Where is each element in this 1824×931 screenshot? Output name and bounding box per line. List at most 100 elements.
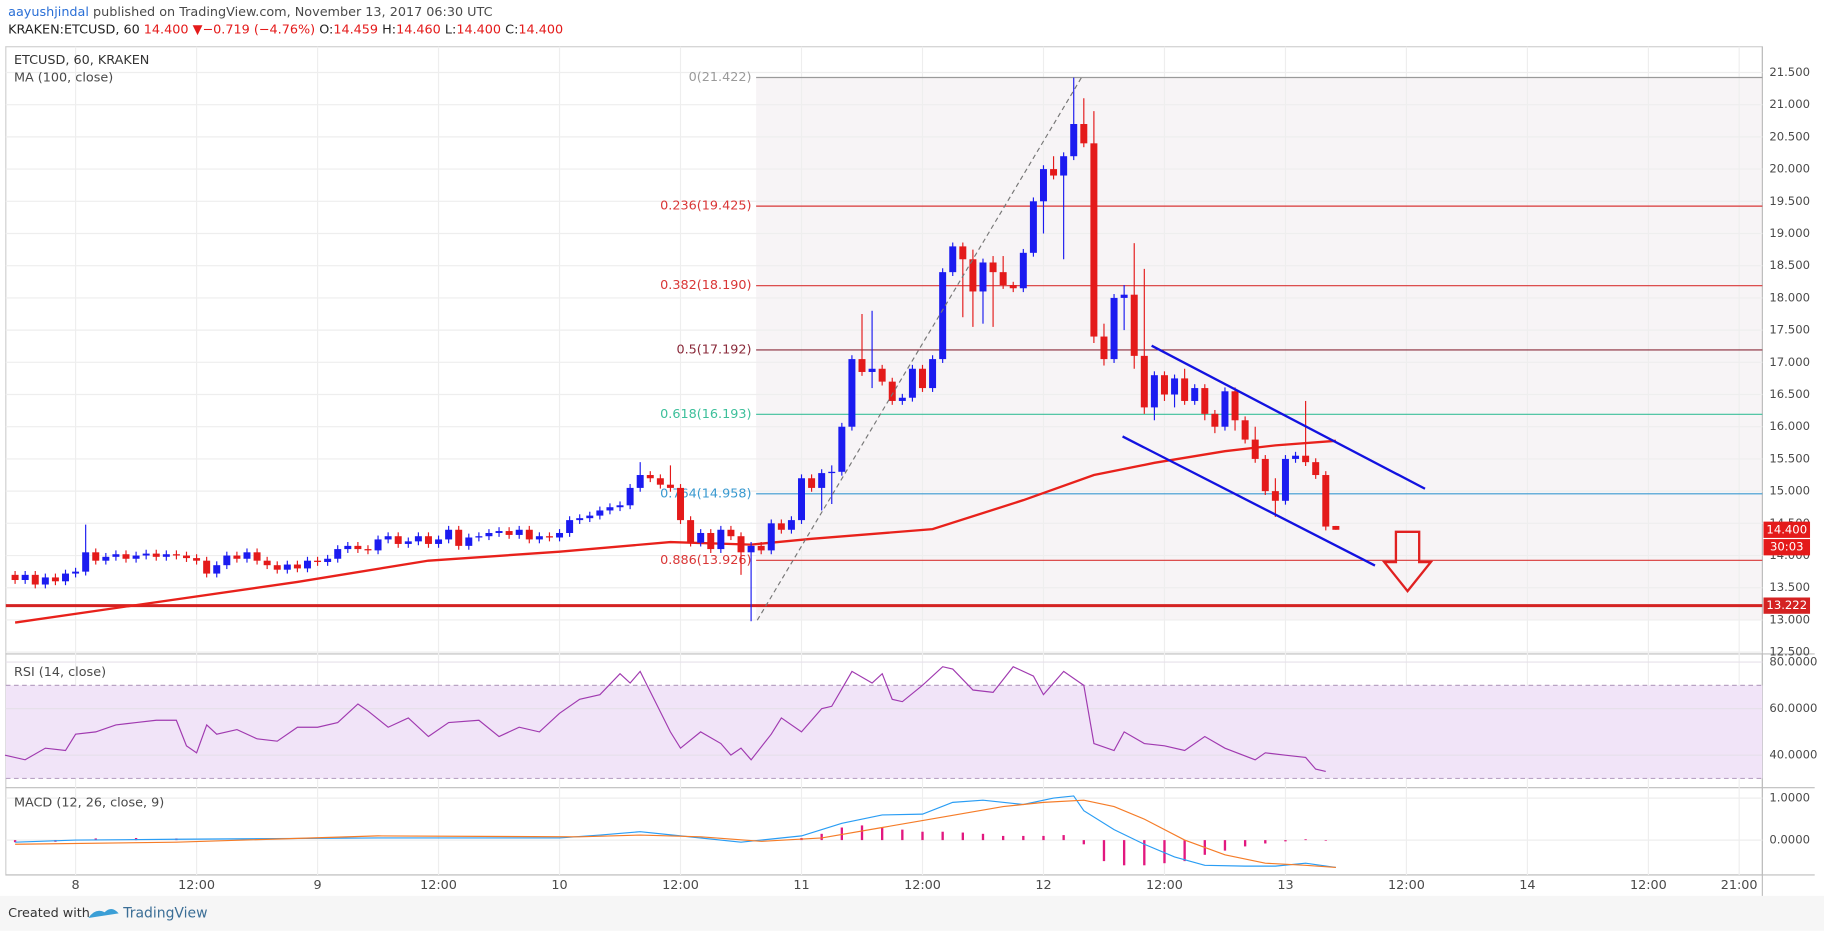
candle-body xyxy=(697,532,705,543)
candle-body xyxy=(283,564,291,570)
candle-body xyxy=(1261,458,1269,492)
candle-body xyxy=(1110,297,1118,360)
macd-histogram-bar xyxy=(981,833,985,841)
candle-body xyxy=(183,555,190,559)
candle-body xyxy=(1251,439,1259,459)
candle-body xyxy=(999,272,1007,286)
fib-zone xyxy=(756,76,1763,621)
candle-body xyxy=(717,529,725,550)
candle-body xyxy=(475,536,483,538)
candle-body xyxy=(959,246,967,260)
last-price-label: 14.400 xyxy=(1766,522,1807,536)
candle-body xyxy=(858,359,866,372)
candle-body xyxy=(223,555,231,566)
macd-histogram-bar xyxy=(860,825,864,841)
candle-body xyxy=(798,478,805,521)
candle-body xyxy=(576,518,584,521)
candle-body xyxy=(596,510,604,516)
candle-body xyxy=(1201,388,1209,414)
candle-body xyxy=(203,560,211,574)
candle-body xyxy=(1050,169,1058,176)
x-tick-label: 12:00 xyxy=(1146,878,1183,893)
candle-body xyxy=(112,554,120,557)
candle-body xyxy=(727,529,735,537)
x-tick-label: 12:00 xyxy=(420,878,457,893)
y-tick-label: 18.000 xyxy=(1769,290,1810,304)
candle-body xyxy=(253,552,261,561)
macd-histogram-bar xyxy=(840,827,844,841)
logo-shape xyxy=(88,908,119,919)
support-label: 13.222 xyxy=(1766,598,1807,612)
candle-body xyxy=(646,475,654,479)
rsi-line xyxy=(4,666,1326,773)
candle-body xyxy=(324,558,332,562)
y-tick-label: 18.500 xyxy=(1769,258,1810,272)
candle-body xyxy=(11,574,19,581)
candle-body xyxy=(545,536,553,538)
candle-body xyxy=(495,531,503,533)
last: 14.400 xyxy=(144,22,189,37)
fib-label: 0(21.422) xyxy=(689,70,752,85)
candle-body xyxy=(102,556,110,561)
y-tick-label: 13.000 xyxy=(1769,612,1810,626)
byline: aayushjindal published on TradingView.co… xyxy=(8,4,492,19)
footer-bar xyxy=(0,895,1824,931)
y-tick-label: 21.000 xyxy=(1769,97,1810,111)
down-arrow xyxy=(1381,530,1434,593)
candle-body xyxy=(1070,124,1078,157)
candle-body xyxy=(787,520,795,530)
candle-body xyxy=(737,536,745,553)
candle-body xyxy=(122,554,130,559)
ohlc-label: C: xyxy=(505,22,518,37)
candle-body xyxy=(193,558,201,561)
candle-body xyxy=(1080,124,1088,144)
candle-body xyxy=(848,359,856,427)
last-price-box xyxy=(1763,521,1811,538)
candle-body xyxy=(656,478,664,485)
y-tick-label: 12.500 xyxy=(1769,645,1810,659)
brand[interactable]: TradingView xyxy=(122,905,207,921)
macd-histogram-bar xyxy=(1284,840,1287,842)
candle-body xyxy=(1322,475,1330,527)
candle-body xyxy=(344,545,352,550)
candle-body xyxy=(989,262,997,273)
ohlc-value: 14.459 xyxy=(333,22,378,37)
candle-body xyxy=(1160,375,1168,395)
candle-body xyxy=(747,545,755,553)
y-tick-label: 16.500 xyxy=(1769,387,1810,401)
ohlc-label: H: xyxy=(382,22,396,37)
candle-body xyxy=(1312,462,1320,476)
candle-body xyxy=(455,529,463,546)
x-tick-label: 21:00 xyxy=(1721,878,1758,893)
macd-legend: MACD (12, 26, close, 9) xyxy=(14,795,164,810)
countdown-box xyxy=(1763,539,1811,556)
macd-histogram-bar xyxy=(1243,840,1247,847)
candle-body xyxy=(1009,285,1017,289)
candle-body xyxy=(566,520,574,533)
candle-body xyxy=(1281,458,1289,501)
fib-label: 0.886(13.926) xyxy=(660,553,751,568)
candle-body xyxy=(515,529,523,535)
candle-body xyxy=(929,359,937,389)
symbol-line: KRAKEN:ETCUSD, 60 14.400 ▼−0.719 (−4.76%… xyxy=(8,22,563,37)
y-tick-label: 15.500 xyxy=(1769,451,1810,465)
x-tick-label: 12:00 xyxy=(178,878,215,893)
fib-label: 0.618(16.193) xyxy=(660,407,751,422)
macd-histogram-bar xyxy=(1122,840,1126,866)
fib-label: 0.764(14.958) xyxy=(660,486,751,501)
y-tick-label: 17.500 xyxy=(1769,323,1810,337)
candle-body xyxy=(1181,378,1189,401)
ohlc-label: O: xyxy=(319,22,333,37)
candle-body xyxy=(828,471,836,474)
candle-body xyxy=(465,537,473,546)
candle-body xyxy=(707,532,715,550)
candle-body xyxy=(132,555,140,559)
arrow: ▼ xyxy=(193,22,203,37)
candle-body xyxy=(293,564,301,569)
candle-body xyxy=(1271,491,1279,501)
x-tick-label: 13 xyxy=(1277,878,1293,893)
candle-body xyxy=(677,487,685,521)
candle-body xyxy=(969,259,977,292)
x-tick-label: 11 xyxy=(793,878,809,893)
author[interactable]: aayushjindal xyxy=(8,4,89,19)
